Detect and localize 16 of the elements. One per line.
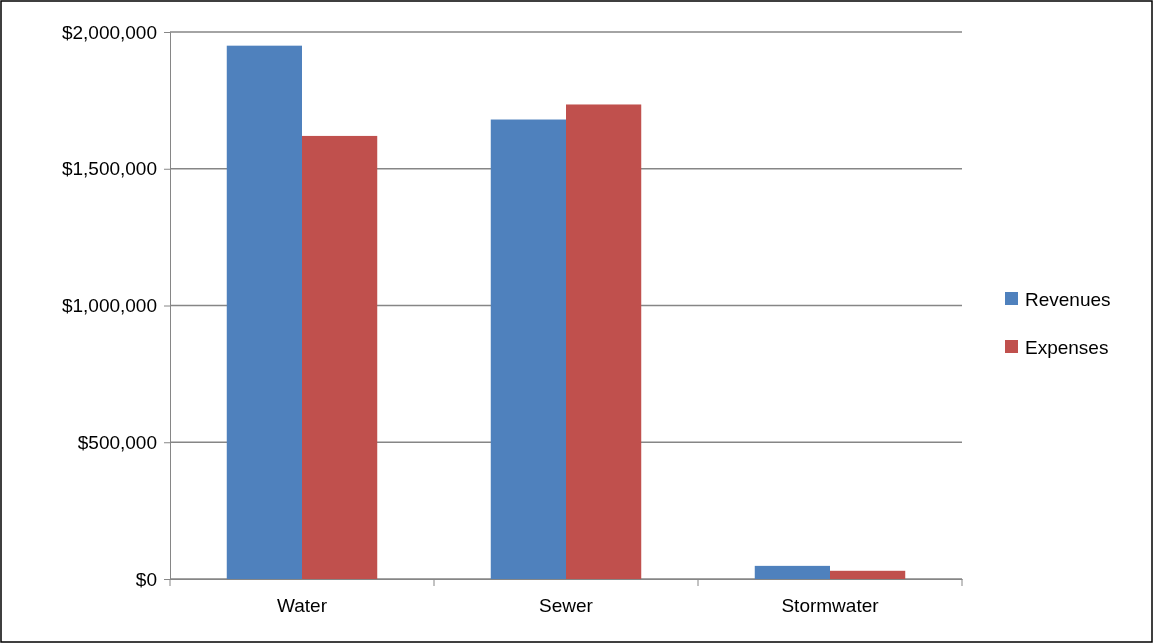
x-tick-label: Stormwater: [781, 595, 880, 617]
y-tick-label: $2,000,000: [61, 21, 157, 43]
bar: [490, 119, 566, 579]
y-tick-label: $1,500,000: [61, 158, 157, 180]
x-tick-label: Sewer: [539, 595, 594, 617]
bar: [830, 570, 906, 579]
y-tick-label: $0: [135, 568, 157, 590]
y-tick-label: $500,000: [77, 431, 157, 453]
legend-label: Revenues: [1025, 289, 1111, 310]
bar: [566, 104, 642, 579]
y-tick-label: $1,000,000: [61, 295, 157, 317]
bar: [226, 45, 302, 579]
x-tick-label: Water: [277, 595, 328, 617]
bar: [754, 565, 830, 579]
legend-label: Expenses: [1025, 337, 1109, 358]
bar: [302, 135, 378, 579]
